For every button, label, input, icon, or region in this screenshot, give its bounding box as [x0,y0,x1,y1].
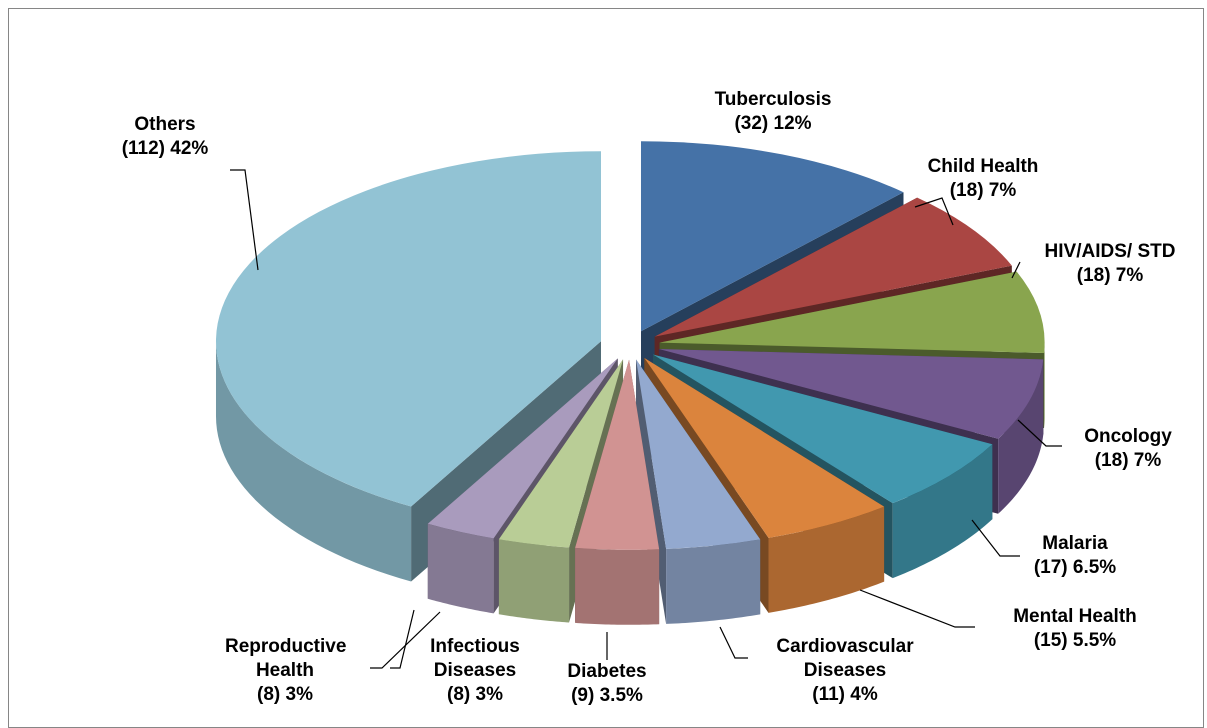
slice-top [575,359,660,550]
value-label: (8) 3% [257,684,313,705]
slice-side [768,506,885,613]
leader-line [1017,419,1062,447]
slice-label: Reproductive Health (8) 3% [195,635,375,707]
leader-line [370,611,441,669]
slice-side [998,359,1044,514]
category-label: Mental Health [1013,606,1137,627]
value-label: (18) 7% [1076,265,1144,286]
slice-label: Others (112) 42% [65,113,265,161]
slice-label: Infectious Diseases (8) 3% [395,635,555,707]
slice-label: Malaria (17) 6.5% [1005,532,1145,580]
slice-side [666,539,761,624]
leader-line [914,197,954,226]
slice-label: Diabetes (9) 3.5% [527,660,687,708]
slice-side [498,539,570,623]
slice-label: Child Health (18) 7% [893,155,1073,203]
slice [575,359,660,625]
value-label: (11) 4% [812,684,878,705]
value-label: (32) 12% [734,113,812,134]
leader-line [390,609,415,669]
slice [636,359,761,624]
slice-label: HIV/AIDS/ STD (18) 7% [1020,240,1200,288]
value-label: (18) 7% [949,180,1017,201]
slice-top [640,141,904,332]
leader-line [230,169,259,271]
slice-top [427,358,618,539]
category-label: Cardiovascular Diseases [776,636,914,681]
category-label: Others [134,114,196,135]
value-label: (9) 3.5% [571,685,643,706]
category-label: Oncology [1084,426,1172,447]
category-label: Reproductive Health [225,636,347,681]
slice-top [644,357,885,538]
category-label: Diabetes [567,661,647,682]
slice-label: Tuberculosis (32) 12% [673,88,873,136]
slice-label: Cardiovascular Diseases (11) 4% [735,635,955,707]
category-label: Infectious Diseases [430,636,520,681]
slice-side [892,444,993,579]
value-label: (15) 5.5% [1033,630,1117,651]
slice-side [215,341,412,582]
category-label: HIV/AIDS/ STD [1044,241,1176,262]
category-label: Tuberculosis [714,89,832,110]
slice-label: Oncology (18) 7% [1058,425,1198,473]
slice-top [636,359,761,549]
category-label: Child Health [927,156,1039,177]
value-label: (17) 6.5% [1033,557,1117,578]
slice-top [215,151,601,507]
slice-top [498,359,624,548]
category-label: Malaria [1042,533,1108,554]
value-label: (112) 42% [121,138,209,159]
leader-line [719,626,748,659]
slice-top [653,354,993,504]
leader-line [859,589,975,628]
slice-side [1044,342,1045,428]
slice-side [575,547,660,625]
slice-label: Mental Health (15) 5.5% [975,605,1175,653]
leader-line [971,519,1020,557]
slice-top [658,348,1044,439]
leader-line [1011,261,1021,279]
slice-side [427,523,494,614]
value-label: (18) 7% [1094,450,1162,471]
value-label: (8) 3% [447,684,503,705]
slice-top [659,271,1045,353]
slice-top [654,197,1012,337]
